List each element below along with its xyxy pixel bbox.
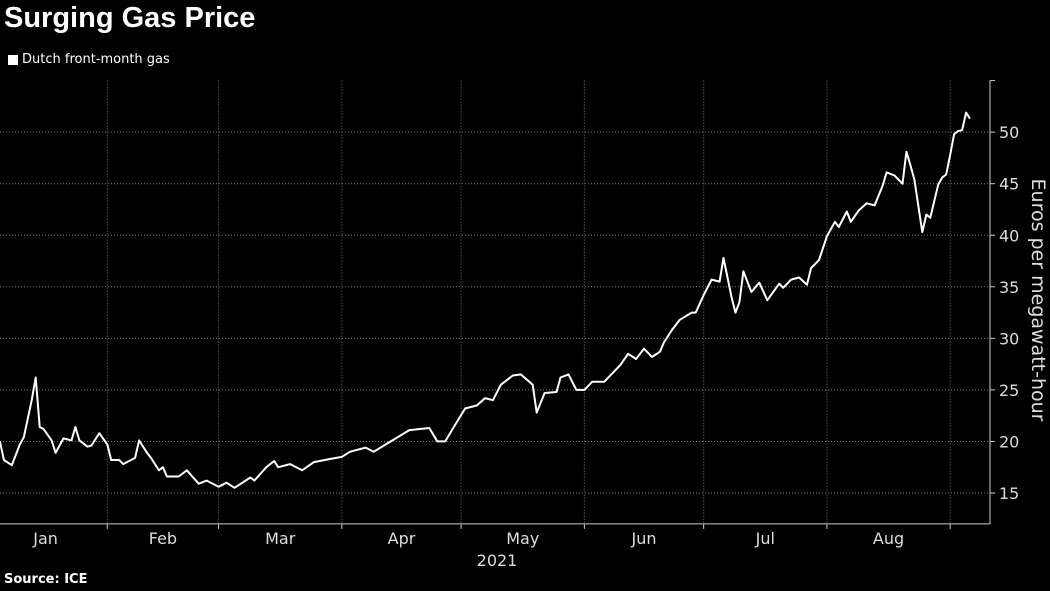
legend: Dutch front-month gas [8, 52, 170, 67]
x-tick-label: Aug [873, 529, 904, 548]
y-tick-label: 40 [999, 226, 1019, 245]
y-tick-label: 45 [999, 175, 1019, 194]
x-tick-label: Jun [631, 529, 657, 548]
x-tick-label: Mar [265, 529, 296, 548]
series-line-dutch-gas [0, 111, 971, 489]
y-tick-label: 35 [999, 278, 1019, 297]
x-tick-label: Apr [388, 529, 416, 548]
legend-label: Dutch front-month gas [22, 52, 170, 67]
x-tick-label: Jan [32, 529, 58, 548]
source-note: Source: ICE [4, 572, 88, 587]
chart-title: Surging Gas Price [4, 2, 256, 34]
x-tick-label: Jul [755, 529, 775, 548]
y-tick-label: 15 [999, 484, 1019, 503]
y-axis-title: Euros per megawatt-hour [1027, 179, 1049, 422]
y-tick-label: 25 [999, 381, 1019, 400]
legend-swatch [8, 54, 18, 65]
y-tick-label: 20 [999, 432, 1019, 451]
x-tick-label: May [506, 529, 539, 548]
x-tick-label: Feb [149, 529, 177, 548]
y-tick-label: 50 [999, 123, 1019, 142]
y-tick-label: 30 [999, 329, 1019, 348]
x-axis-title: 2021 [477, 551, 518, 570]
